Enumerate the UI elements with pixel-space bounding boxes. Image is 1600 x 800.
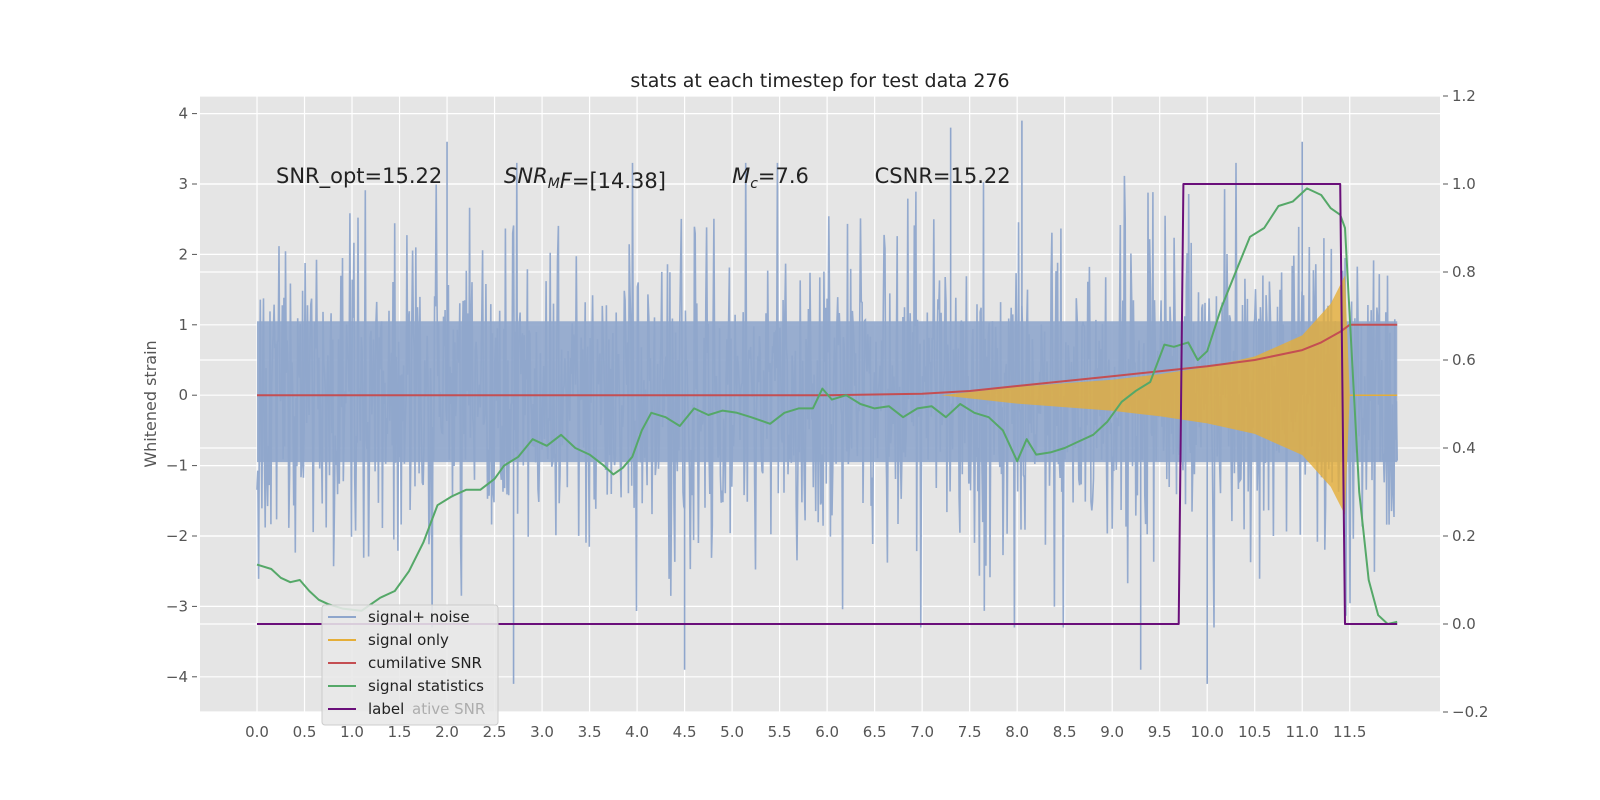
y-tick-label: 2 [178, 245, 188, 263]
legend-label: signal only [368, 631, 449, 649]
y2-tick-label: 0.8 [1452, 263, 1476, 281]
x-tick-label: 3.5 [578, 723, 602, 741]
y-tick-label: 4 [178, 105, 188, 123]
x-tick-label: 9.0 [1100, 723, 1124, 741]
x-tick-label: 3.0 [530, 723, 554, 741]
x-tick-label: 10.0 [1191, 723, 1224, 741]
x-tick-label: 5.0 [720, 723, 744, 741]
legend-label: cumilative SNR [368, 654, 482, 672]
annotation-text: CSNR=15.22 [875, 164, 1011, 188]
x-tick-label: 1.5 [388, 723, 412, 741]
legend-label: signal statistics [368, 677, 484, 695]
x-tick-label: 6.0 [815, 723, 839, 741]
x-tick-label: 8.5 [1053, 723, 1077, 741]
x-tick-label: 0.5 [293, 723, 317, 741]
chart-title: stats at each timestep for test data 276 [630, 70, 1009, 92]
x-tick-label: 8.0 [1005, 723, 1029, 741]
y2-tick-label: −0.2 [1452, 703, 1488, 721]
y-tick-label: −3 [166, 597, 188, 615]
annotation-text: SNRMF=[14.38] [504, 164, 666, 193]
x-tick-label: 9.5 [1148, 723, 1172, 741]
y2-tick-label: 0.0 [1452, 615, 1476, 633]
y-tick-label: 0 [178, 386, 188, 404]
legend-label: signal+ noise [368, 608, 470, 626]
annotations: SNR_opt=15.22 SNRMF=[14.38] Mc=7.6 CSNR=15.… [276, 164, 1011, 193]
x-tick-label: 11.5 [1333, 723, 1366, 741]
legend-label: label [368, 700, 404, 718]
legend: signal+ noise signal only cumilative SNR si… [321, 604, 499, 726]
y2-tick-label: 1.2 [1452, 87, 1476, 105]
x-tick-label: 4.5 [673, 723, 697, 741]
series-signal-statistics [256, 187, 1398, 625]
x-tick-label: 4.0 [625, 723, 649, 741]
y2-tick-label: 0.6 [1452, 351, 1476, 369]
series-layer [256, 120, 1398, 684]
series-label [257, 183, 1398, 625]
y-tick-label: −2 [166, 527, 188, 545]
y-tick-label: 3 [178, 175, 188, 193]
y-axis-right: 1.2 1.0 0.8 0.6 0.4 0.2 0.0 −0.2 [1443, 87, 1488, 721]
x-tick-label: 1.0 [340, 723, 364, 741]
y-tick-label: 1 [178, 316, 188, 334]
series-cumilative-snr [257, 323, 1398, 397]
annotation-text: Mc=7.6 [732, 164, 809, 192]
legend-box [321, 604, 499, 726]
x-tick-label: 10.5 [1238, 723, 1271, 741]
series-signal-only [941, 275, 1398, 515]
x-tick-label: 2.0 [435, 723, 459, 741]
y2-tick-label: 0.2 [1452, 527, 1476, 545]
legend-ghost-text: ative SNR [412, 700, 485, 718]
x-tick-label: 0.0 [245, 723, 269, 741]
x-tick-label: 7.5 [958, 723, 982, 741]
annotation-text: SNR_opt=15.22 [276, 164, 442, 189]
y-tick-label: −1 [166, 457, 188, 475]
x-tick-label: 6.5 [863, 723, 887, 741]
y2-tick-label: 0.4 [1452, 439, 1476, 457]
x-tick-label: 5.5 [768, 723, 792, 741]
y-tick-label: −4 [166, 668, 188, 686]
y2-tick-label: 1.0 [1452, 175, 1476, 193]
x-axis: 0.0 0.5 1.0 1.5 2.0 2.5 3.0 3.5 4.0 4.5 5.0 5.5 6.0 6… [245, 723, 1366, 741]
x-tick-label: 2.5 [483, 723, 507, 741]
x-tick-label: 7.0 [910, 723, 934, 741]
y-axis-left: 4 3 2 1 0 −1 −2 −3 −4 [166, 105, 197, 686]
x-tick-label: 11.0 [1286, 723, 1319, 741]
y-axis-label: Whitened strain [141, 340, 160, 467]
